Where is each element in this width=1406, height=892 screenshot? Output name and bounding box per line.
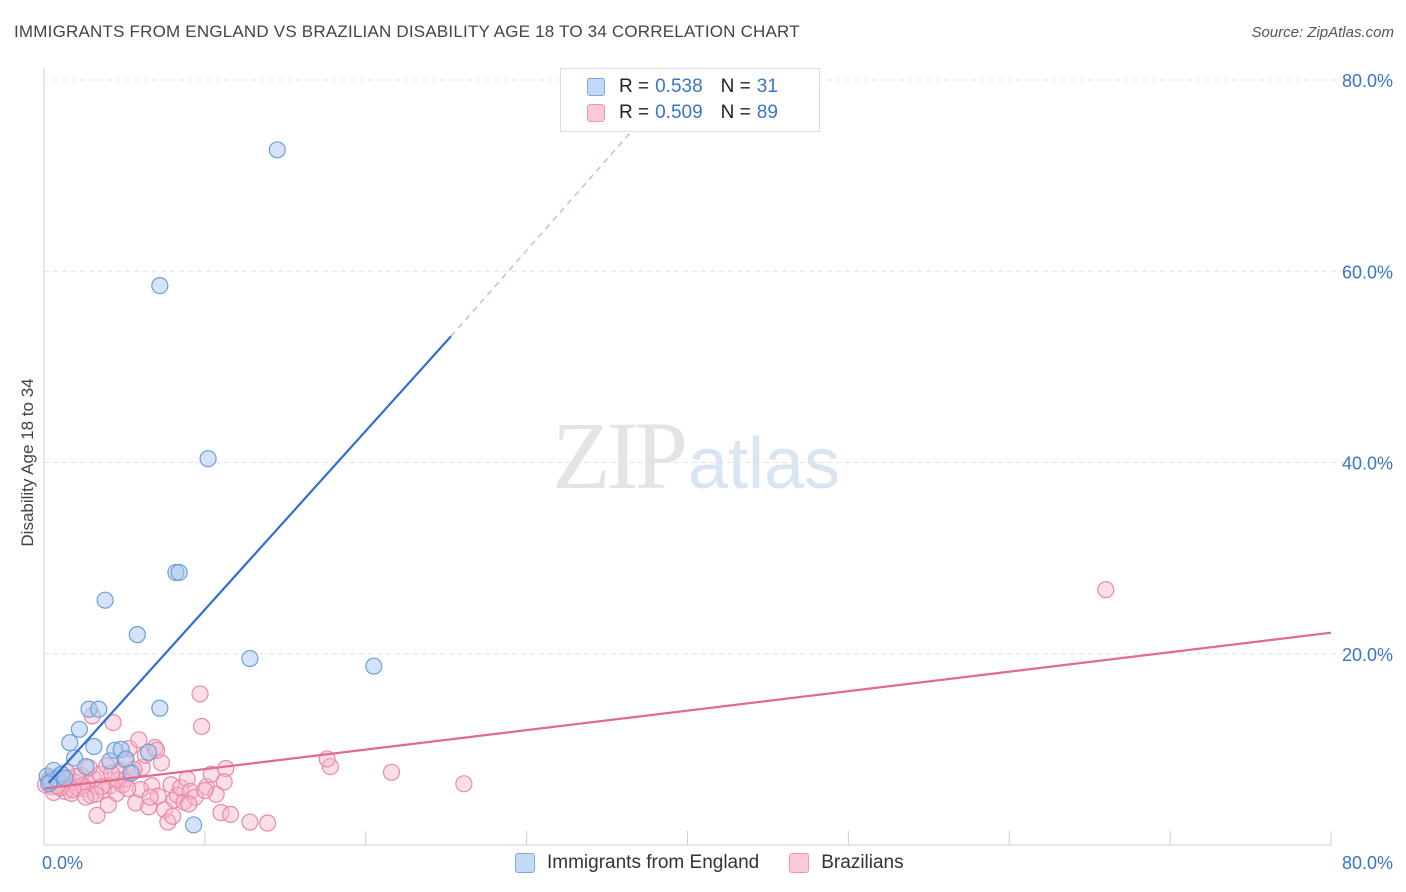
point-england [151,276,169,295]
legend-row-brazilians: R = 0.509 N = 89 [587,101,796,125]
point-brazilians [222,805,240,824]
trendline-england [48,335,452,784]
point-brazilians [127,794,145,812]
point-brazilians [1097,581,1115,599]
legend-r-value: 0.538 [655,76,703,97]
point-england [77,757,95,776]
legend-swatch-england [587,78,605,96]
y-tick-label: 20.0% [1342,645,1393,665]
series-legend-brazilians[interactable]: Brazilians [789,852,904,874]
y-tick-label: 60.0% [1342,262,1393,282]
x-tick-label: 0.0% [42,853,83,873]
point-england [85,737,103,756]
point-england [61,734,79,752]
point-brazilians [191,685,209,703]
point-brazilians [382,763,401,781]
series-legend-england[interactable]: Immigrants from England [515,852,759,874]
point-england [90,700,108,718]
y-axis-label: Disability Age 18 to 34 [18,378,37,546]
legend-n-label: N = [720,102,751,123]
point-england [70,720,88,738]
series-label-england: Immigrants from England [547,852,760,873]
correlation-legend: R = 0.538 N = 31 R = 0.509 N = 89 [560,68,820,132]
point-brazilians [202,765,220,783]
point-england [185,816,203,834]
legend-row-england: R = 0.538 N = 31 [587,75,796,99]
point-england [365,657,383,675]
point-england [117,750,135,768]
point-brazilians [172,779,190,797]
point-england [128,626,146,644]
legend-swatch-brazilians [587,104,605,122]
point-england [268,141,286,159]
source-label: Source: ZipAtlas.com [1251,24,1394,41]
trendline-brazilians [43,631,1332,790]
point-brazilians [164,807,182,825]
legend-n-label: N = [720,76,751,97]
legend-r-label: R = [619,76,650,97]
point-brazilians [193,717,211,736]
legend-r-value: 0.509 [655,102,703,123]
point-brazilians [207,785,225,803]
series-swatch-brazilians [789,853,810,873]
point-brazilians [86,785,105,803]
series-label-brazilians: Brazilians [821,852,904,873]
point-england [139,743,158,761]
point-england [241,649,259,668]
point-brazilians [196,781,214,800]
point-brazilians [241,813,259,831]
legend-n-value: 31 [756,76,778,97]
point-brazilians [99,796,117,814]
point-england [199,450,217,468]
point-england [170,563,188,582]
point-brazilians [215,773,233,791]
y-tick-label: 40.0% [1342,454,1393,474]
series-swatch-england [515,853,535,873]
point-brazilians [259,814,277,832]
point-brazilians [455,775,473,793]
point-brazilians [104,713,122,732]
chart-title: IMMIGRANTS FROM ENGLAND VS BRAZILIAN DIS… [14,22,800,41]
trendline-england-extension [450,131,632,337]
y-tick-label: 80.0% [1342,71,1393,91]
legend-n-value: 89 [756,102,778,123]
legend-r-label: R = [619,102,650,123]
x-tick-label: 80.0% [1342,853,1393,873]
point-brazilians [88,806,106,824]
point-brazilians [130,731,148,749]
point-brazilians [180,795,198,813]
point-brazilians [119,779,137,798]
point-brazilians [77,788,95,806]
point-brazilians [141,788,159,806]
point-england [151,699,169,717]
point-brazilians [186,788,204,806]
point-england [96,591,114,609]
series-legend: Immigrants from England Brazilians [515,852,934,874]
